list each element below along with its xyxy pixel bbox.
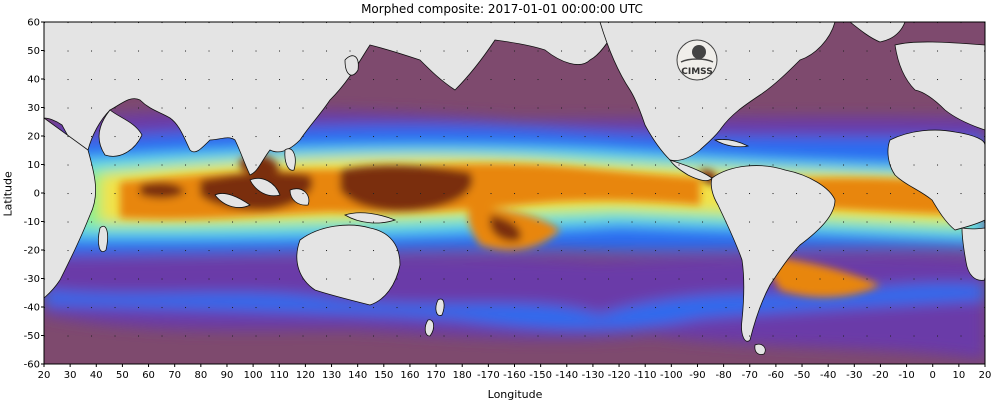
x-tick-label: -30: [846, 370, 862, 381]
x-tick-label: -50: [794, 370, 810, 381]
x-tick-label: -170: [477, 370, 500, 381]
x-tick-label: 130: [322, 370, 341, 381]
x-tick-label: 90: [221, 370, 234, 381]
x-tick-label: 110: [270, 370, 289, 381]
cimss-logo-icon: CIMSS: [676, 39, 718, 81]
x-tick-label: 20: [38, 370, 51, 381]
y-tick-label: 30: [27, 103, 40, 114]
y-tick-label: 20: [27, 132, 40, 143]
y-tick-label: -50: [24, 331, 40, 342]
x-tick-label: -130: [582, 370, 605, 381]
x-tick-label: 10: [952, 370, 965, 381]
x-tick-label: 170: [427, 370, 446, 381]
x-axis-label: Longitude: [487, 388, 543, 401]
x-tick-label: 50: [116, 370, 129, 381]
x-tick-label: -60: [768, 370, 784, 381]
x-tick-label: -150: [529, 370, 552, 381]
map-title: Morphed composite: 2017-01-01 00:00:00 U…: [361, 2, 643, 16]
x-tick-label: 180: [453, 370, 472, 381]
x-tick-label: -80: [715, 370, 731, 381]
y-tick-label: 10: [27, 160, 40, 171]
x-tick-label: -20: [872, 370, 888, 381]
x-tick-label: 40: [90, 370, 103, 381]
y-tick-label: 60: [27, 18, 40, 29]
x-tick-label: 140: [348, 370, 367, 381]
logo-text: CIMSS: [681, 67, 712, 77]
x-tick-label: 60: [142, 370, 155, 381]
x-tick-label: 160: [400, 370, 419, 381]
y-tick-label: -40: [24, 303, 40, 314]
x-tick-label: -90: [689, 370, 705, 381]
x-tick-label: 30: [64, 370, 77, 381]
y-tick-label: -60: [24, 360, 40, 371]
x-tick-label: -140: [555, 370, 578, 381]
x-tick-label: -120: [608, 370, 631, 381]
y-tick-label: -20: [24, 246, 40, 257]
x-tick-label: 150: [374, 370, 393, 381]
y-tick-label: 50: [27, 46, 40, 57]
x-tick-label: -100: [660, 370, 683, 381]
x-tick-label: 0: [930, 370, 936, 381]
x-tick-label: 100: [244, 370, 263, 381]
x-tick-label: 80: [194, 370, 207, 381]
x-tick-label: 20: [979, 370, 992, 381]
x-tick-label: -160: [503, 370, 526, 381]
x-tick-label: -40: [820, 370, 836, 381]
y-tick-label: -10: [24, 217, 40, 228]
y-tick-label: -30: [24, 274, 40, 285]
x-tick-label: 70: [168, 370, 181, 381]
map-plot-area: [44, 22, 985, 364]
y-tick-label: 40: [27, 75, 40, 86]
x-tick-label: -10: [898, 370, 914, 381]
x-tick-label: -70: [742, 370, 758, 381]
x-tick-label: 120: [296, 370, 315, 381]
x-tick-label: -110: [634, 370, 657, 381]
x-axis-ticks: 20 30 40 50 60 70 80 90 100 110 120 130 140 150 160 170…: [38, 364, 992, 381]
y-axis-ticks: 60 50 40 30 20 10 0 -10 -20 -30 -40 -50 -60: [24, 18, 44, 371]
graticule: [44, 22, 985, 364]
y-tick-label: 0: [34, 189, 40, 200]
